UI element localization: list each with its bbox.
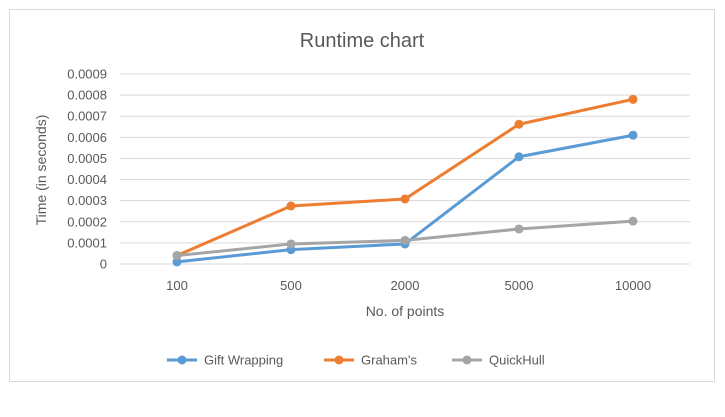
data-point: [172, 251, 182, 261]
y-tick-label: 0.0002: [67, 214, 107, 229]
legend-label: Gift Wrapping: [204, 353, 283, 368]
y-tick-label: 0: [100, 257, 107, 272]
series-quickhull: [172, 216, 638, 261]
y-axis-title: Time (in seconds): [33, 115, 49, 226]
y-tick-label: 0.0009: [67, 67, 107, 82]
x-tick-label: 100: [166, 278, 188, 293]
x-tick-label: 2000: [391, 278, 420, 293]
y-tick-label: 0.0003: [67, 193, 107, 208]
y-tick-label: 0.0005: [67, 151, 107, 166]
data-point: [400, 235, 410, 245]
legend-marker: [177, 355, 187, 365]
legend-item: Graham's: [324, 353, 417, 368]
y-tick-label: 0.0008: [67, 88, 107, 103]
legend-item: Gift Wrapping: [167, 353, 283, 368]
x-axis-title: No. of points: [366, 303, 445, 319]
y-axis-ticks: 0 0.0001 0.0002 0.0003 0.0004 0.0005 0.0006 0.0…: [67, 67, 107, 272]
data-point: [628, 216, 638, 226]
gridlines: [120, 73, 690, 265]
data-point: [514, 224, 524, 234]
x-axis-ticks: 100 500 2000 5000 10000: [166, 278, 651, 293]
data-point: [628, 94, 638, 104]
series-graham-s: [172, 94, 638, 261]
x-tick-label: 5000: [505, 278, 534, 293]
legend-label: QuickHull: [489, 353, 545, 368]
y-tick-label: 0.0007: [67, 109, 107, 124]
data-point: [172, 257, 182, 267]
legend-label: Graham's: [361, 353, 417, 368]
legend-item: QuickHull: [452, 353, 545, 368]
x-tick-label: 10000: [615, 278, 651, 293]
legend-marker: [462, 355, 472, 365]
y-tick-label: 0.0004: [67, 172, 107, 187]
series-line: [175, 97, 635, 258]
chart-frame: [9, 9, 715, 382]
data-point: [400, 194, 410, 204]
data-point: [286, 201, 296, 211]
chart-title: Runtime chart: [300, 30, 425, 52]
x-tick-label: 500: [280, 278, 302, 293]
legend: Gift Wrapping Graham's QuickHull: [167, 353, 545, 368]
data-point: [514, 152, 524, 162]
data-point: [286, 239, 296, 249]
series-lines: [172, 94, 638, 267]
legend-marker: [334, 355, 344, 365]
y-tick-label: 0.0001: [67, 235, 107, 250]
data-point: [514, 119, 524, 129]
y-tick-label: 0.0006: [67, 130, 107, 145]
data-point: [628, 130, 638, 140]
